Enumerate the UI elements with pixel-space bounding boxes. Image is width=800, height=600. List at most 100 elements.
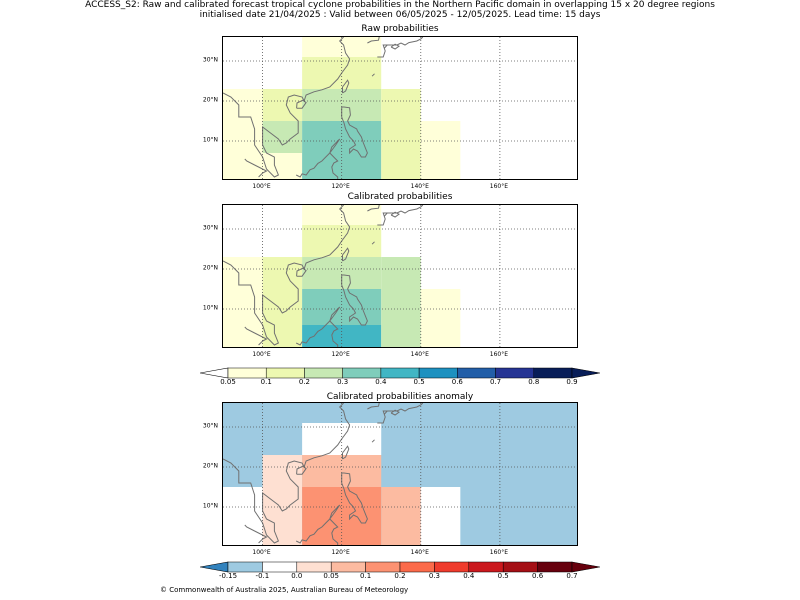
probability-cell (262, 121, 303, 153)
coastline (342, 79, 350, 94)
probability-cell (262, 257, 303, 347)
colorbar-tick-label: 0.05 (323, 572, 339, 580)
colorbar-tick-label: 0.1 (260, 378, 272, 386)
lon-tick-label: 100°E (252, 183, 271, 190)
coastline (329, 306, 341, 322)
coastline (295, 320, 339, 347)
coastline (341, 106, 368, 158)
probability-cell (223, 487, 263, 545)
colorbar-tick-label: 0.1 (360, 572, 372, 580)
colorbar-segment (304, 367, 343, 379)
colorbar-tick-label: 0.2 (298, 378, 311, 386)
lat-tick-label: 20°N (202, 264, 218, 272)
coastline (390, 43, 400, 50)
probability-cell (381, 289, 421, 347)
colorbar-tick-label: -0.15 (218, 572, 238, 580)
map-anomaly (222, 402, 578, 546)
colorbar-tick-label: -0.1 (255, 572, 270, 580)
coastline (329, 504, 341, 520)
colorbar-segment (330, 561, 366, 573)
colorbar-segment (380, 367, 420, 379)
panel-title-anomaly: Calibrated probabilities anomaly (326, 392, 474, 402)
colorbar-tick-label: 0.3 (428, 572, 440, 580)
colorbar-tick-label: 0.5 (497, 572, 509, 580)
colorbar-probability (199, 364, 601, 379)
coastline (295, 152, 339, 179)
map-raw (222, 36, 578, 180)
lat-tick-label: 10°N (202, 136, 218, 144)
probability-cell (420, 121, 461, 179)
coastline (390, 211, 400, 218)
probability-cell (302, 523, 382, 545)
lon-tick-label: 120°E (331, 549, 350, 556)
probability-cell (420, 487, 461, 545)
probability-cell (223, 89, 263, 153)
copyright-credit: © Commonwealth of Australia 2025, Austra… (160, 586, 409, 594)
coastline (341, 472, 368, 524)
coastline (371, 241, 375, 245)
colorbar-tick-label: 0.6 (532, 572, 544, 580)
colorbar-segment (495, 367, 535, 379)
coastline (223, 403, 351, 544)
colorbar-tick-label: 0.7 (489, 378, 502, 386)
colorbar-tick-label: 0.5 (413, 378, 425, 386)
probability-cell (302, 325, 382, 347)
lat-tick-label: 30°N (202, 224, 218, 232)
colorbar-tick-label: 0.7 (566, 572, 578, 580)
colorbar-segment (533, 367, 573, 379)
coastline (295, 518, 339, 545)
lon-tick-label: 140°E (410, 183, 429, 190)
coastline (377, 403, 424, 424)
probability-cell (381, 257, 421, 289)
colorbar-tick-label: 0.4 (463, 572, 475, 580)
lon-tick-label: 140°E (410, 549, 429, 556)
coastline (390, 409, 400, 416)
coastline (342, 445, 350, 460)
lat-tick-label: 10°N (202, 304, 218, 312)
coastline (223, 37, 351, 178)
colorbar-under-arrow (199, 561, 229, 573)
lat-tick-label: 10°N (202, 502, 218, 510)
colorbar-segment (399, 561, 435, 573)
colorbar-tick-label: 0.6 (451, 378, 463, 386)
panel-title-raw: Raw probabilities (361, 24, 439, 34)
colorbar-canvas (199, 367, 601, 379)
colorbar-tick-label: 0.9 (566, 378, 578, 386)
colorbar-tick-label: 0.05 (220, 378, 236, 386)
lon-tick-label: 160°E (489, 549, 508, 556)
probability-cell (381, 89, 421, 179)
coastline (244, 524, 268, 544)
colorbar-segment (227, 561, 263, 573)
figure-title-line1: ACCESS_S2: Raw and calibrated forecast t… (85, 0, 715, 10)
probability-cell (223, 257, 263, 347)
probability-cell (420, 289, 461, 347)
colorbar-segment (265, 367, 305, 379)
coastline (244, 326, 268, 346)
coastline (244, 158, 268, 178)
lon-tick-label: 100°E (252, 351, 271, 358)
colorbar-over-arrow (571, 561, 601, 573)
coastline (367, 205, 380, 212)
coastline (329, 138, 341, 154)
probability-cell (381, 487, 421, 545)
colorbar-segment (342, 367, 382, 379)
colorbar-tick-label: 0.2 (394, 572, 406, 580)
colorbar-segment (296, 561, 332, 573)
lat-tick-label: 20°N (202, 462, 218, 470)
colorbar-segment (502, 561, 538, 573)
map-canvas (223, 403, 577, 545)
probability-cell (262, 89, 303, 121)
coastline (223, 205, 351, 346)
coastline (371, 73, 375, 77)
colorbar-over-arrow (571, 367, 601, 379)
lat-tick-label: 30°N (202, 422, 218, 430)
colorbar-tick-label: 0.8 (528, 378, 540, 386)
map-canvas (223, 205, 577, 347)
coastline (367, 37, 380, 44)
figure-title-line2: initialised date 21/04/2025 : Valid betw… (199, 10, 601, 20)
lon-tick-label: 160°E (489, 351, 508, 358)
colorbar-segment (418, 367, 458, 379)
colorbar-canvas (199, 561, 601, 573)
lon-tick-label: 140°E (410, 351, 429, 358)
map-canvas (223, 37, 577, 179)
